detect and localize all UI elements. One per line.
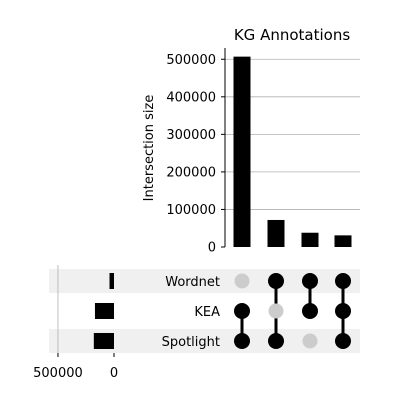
matrix-dot-1-2 [268, 333, 284, 349]
set-label-1: KEA [194, 305, 220, 320]
intersection-y-axis: 0 100000 200000 300000 400000 500000 [166, 48, 226, 256]
matrix-dot-2-0 [302, 273, 318, 289]
set-size-tick-label-1: 0 [110, 366, 118, 381]
set-size-axis: 500000 0 [33, 353, 118, 381]
set-size-bar-1 [94, 303, 114, 319]
intersection-bar-1 [267, 219, 285, 247]
y-axis-label: Intersection size [142, 95, 157, 202]
intersection-bars [233, 56, 352, 247]
matrix-dot-1-0 [268, 273, 284, 289]
y-tick-label-1: 100000 [166, 203, 216, 218]
set-size-bar-0 [109, 273, 114, 289]
matrix-dot-0-0 [234, 273, 250, 289]
intersection-bar-2 [301, 232, 319, 247]
y-tick-label-3: 300000 [166, 128, 216, 143]
matrix-dot-2-1 [302, 303, 318, 319]
matrix-dot-0-2 [234, 333, 250, 349]
set-size-bars [93, 273, 114, 349]
y-tick-label-5: 500000 [166, 53, 216, 68]
set-label-0: Wordnet [165, 275, 220, 290]
matrix-dot-1-1 [268, 303, 284, 319]
set-labels: Wordnet KEA Spotlight [162, 275, 220, 350]
set-label-2: Spotlight [162, 335, 220, 350]
set-size-tick-label-0: 500000 [33, 366, 83, 381]
intersection-bar-0 [233, 56, 251, 247]
y-tick-label-4: 400000 [166, 90, 216, 105]
set-size-bar-2 [93, 333, 114, 349]
intersection-bar-3 [334, 235, 352, 247]
chart-title: KG Annotations [234, 26, 350, 44]
matrix-dot-3-1 [335, 303, 351, 319]
intersection-matrix [234, 273, 351, 349]
matrix-dot-0-1 [234, 303, 250, 319]
y-tick-label-2: 200000 [166, 165, 216, 180]
matrix-dot-2-2 [302, 333, 318, 349]
matrix-dot-3-2 [335, 333, 351, 349]
y-tick-label-0: 0 [208, 241, 216, 256]
matrix-dot-3-0 [335, 273, 351, 289]
